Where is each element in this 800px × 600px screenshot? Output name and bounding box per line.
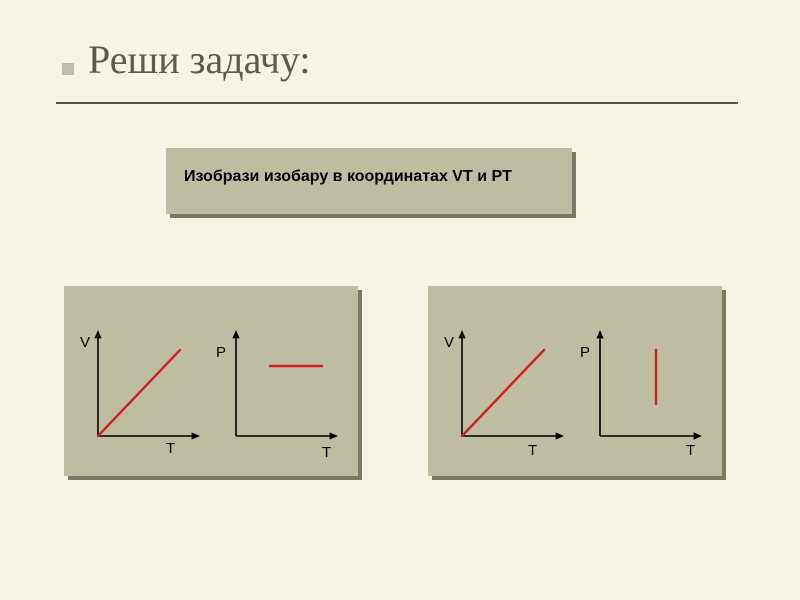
axis-label-y: V xyxy=(80,334,90,351)
instruction-box: Изобрази изобару в координатах VT и PT xyxy=(166,148,572,214)
axis-label-y: P xyxy=(216,344,226,361)
panel-left: V T P T xyxy=(64,286,358,476)
slide: Реши задачу: Изобрази изобару в координа… xyxy=(0,0,800,600)
chart-svg xyxy=(64,286,358,476)
axis-label-x: T xyxy=(686,442,695,459)
slide-title: Реши задачу: xyxy=(88,36,310,83)
axis-label-y: P xyxy=(580,344,590,361)
instruction-text: Изобрази изобару в координатах VT и PT xyxy=(184,168,512,186)
axis-label-x: T xyxy=(322,444,331,461)
axis-label-x: T xyxy=(528,442,537,459)
title-bullet xyxy=(62,63,74,75)
chart-svg xyxy=(428,286,722,476)
title-rule xyxy=(56,102,738,104)
axis-label-x: T xyxy=(166,440,175,457)
axis-label-y: V xyxy=(444,334,454,351)
panel-right: V T P T xyxy=(428,286,722,476)
